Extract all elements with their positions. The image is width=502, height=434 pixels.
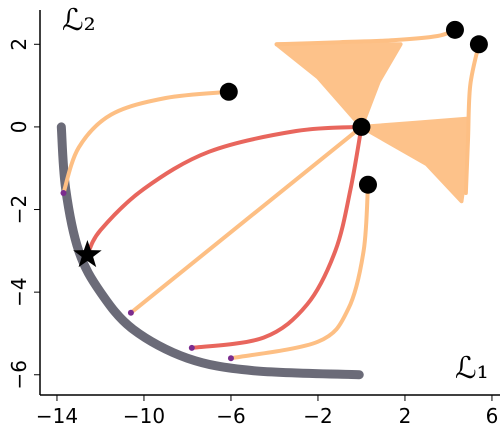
trajectory [85, 124, 364, 257]
trajectory [274, 27, 457, 47]
y-tick-label: 2 [7, 38, 31, 51]
area [274, 42, 403, 129]
trajectory [128, 124, 364, 315]
end-point [227, 355, 234, 362]
x-tick-label: −2 [303, 404, 332, 428]
trajectory [228, 182, 370, 361]
area [359, 116, 471, 204]
x-tick-label: −6 [216, 404, 245, 428]
end-point [60, 189, 67, 196]
y-tick-label: −6 [7, 360, 31, 389]
x-tick-label: 2 [399, 404, 412, 428]
start-point [358, 175, 377, 194]
start-point [469, 35, 488, 54]
start-point [352, 117, 371, 136]
trajectory [56, 122, 364, 380]
x-tick-label: −10 [123, 404, 165, 428]
y-axis-label: ℒ₂ [62, 3, 96, 38]
x-axis-label: ℒ₁ [455, 351, 489, 386]
end-point [127, 309, 134, 316]
y-tick-label: −2 [7, 195, 31, 224]
trajectory [61, 89, 231, 195]
optimum-star [73, 239, 102, 268]
trajectory [189, 124, 364, 350]
end-point [188, 344, 195, 351]
trajectory [463, 42, 481, 195]
start-point [445, 20, 464, 39]
x-tick-label: 6 [486, 404, 499, 428]
start-point [219, 82, 238, 101]
y-tick-label: −4 [7, 277, 31, 306]
y-tick-label: 0 [7, 121, 31, 134]
x-tick-label: −14 [36, 404, 78, 428]
